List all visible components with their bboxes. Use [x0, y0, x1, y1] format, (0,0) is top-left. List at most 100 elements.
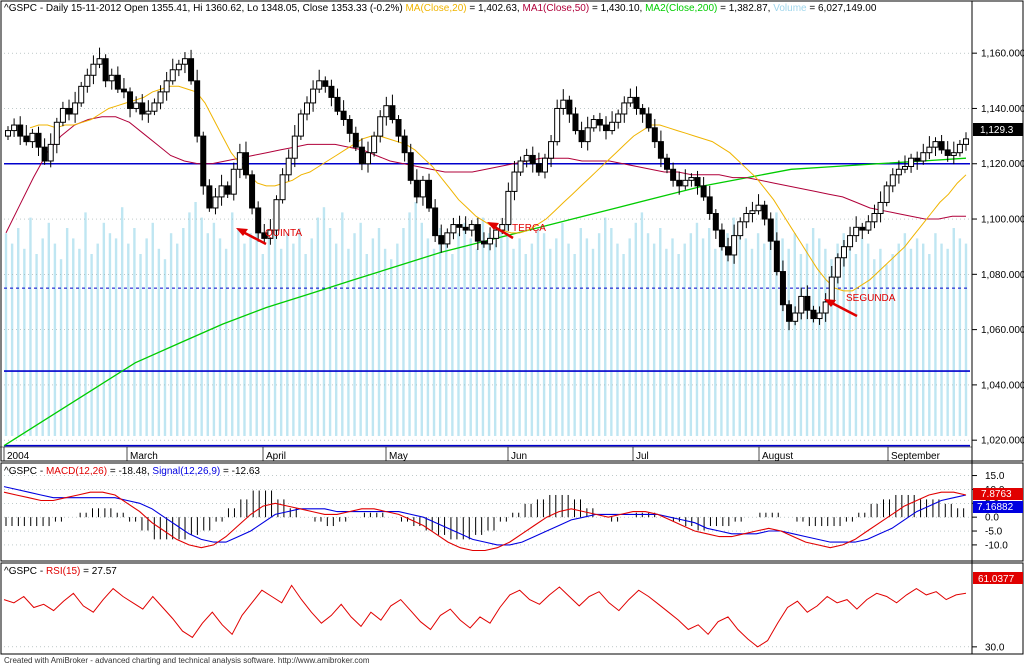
date-axis: 2004 March April May Jun Jul August September — [0, 446, 972, 462]
volume-bar — [249, 233, 252, 436]
candle-body — [712, 213, 719, 231]
volume-bar — [169, 233, 173, 436]
volume-bar — [4, 233, 8, 436]
candle-body — [438, 235, 445, 245]
volume-bar — [842, 233, 845, 436]
price-tick-label: 1,060.000 — [981, 325, 1024, 336]
volume-bar — [206, 233, 209, 436]
volume-bar — [120, 207, 124, 436]
rsi-header: ^GSPC - RSI(15) = 27.57 — [4, 566, 117, 577]
volume-bar — [316, 217, 320, 436]
candle-body — [908, 157, 915, 168]
candle-body — [181, 58, 188, 65]
volume-bar — [298, 228, 301, 436]
candle-body — [816, 312, 823, 320]
price-tick-label: 1,120.000 — [981, 159, 1024, 170]
macd-tag: 7.8763 — [981, 489, 1012, 500]
candle-body — [883, 185, 890, 203]
candle-body — [78, 85, 85, 104]
annotation-quinta: QUINTA — [236, 228, 302, 246]
candle-body — [676, 179, 683, 187]
candle-body — [84, 74, 91, 87]
macd-tick-label: 15.0 — [985, 471, 1005, 482]
candle-body — [145, 110, 152, 115]
candle-body — [956, 143, 963, 154]
candle-body — [602, 124, 609, 132]
label-terca: TERÇA — [512, 223, 546, 234]
price-axis: 1,020.000 1,040.000 1,060.000 1,080.000 1,10… — [972, 49, 1024, 447]
arrow-head-quinta — [236, 228, 248, 236]
volume-bar — [818, 238, 821, 436]
candle-body — [17, 124, 24, 137]
candle-body — [621, 102, 628, 115]
candle-body — [596, 119, 603, 126]
label-quinta: QUINTA — [265, 228, 302, 239]
candle-body — [615, 113, 622, 123]
volume-bar — [634, 222, 638, 436]
candle-body — [218, 185, 225, 198]
candle-body — [371, 135, 378, 154]
candle-body — [53, 121, 60, 145]
volume-bar — [286, 233, 289, 436]
volume-bar — [787, 248, 790, 436]
volume-bar — [35, 254, 38, 436]
macd-histogram — [5, 490, 965, 540]
volume-bar — [701, 238, 705, 436]
candle-body — [285, 157, 292, 176]
candle-body — [822, 301, 829, 314]
candle-body — [157, 91, 164, 104]
candle-body — [114, 74, 121, 90]
arrow-head-terca — [487, 222, 499, 230]
volume-bar — [481, 217, 485, 436]
candle-body — [120, 88, 127, 93]
candle-body — [737, 221, 744, 237]
candle-body — [352, 132, 359, 148]
candle-body — [133, 102, 140, 109]
candle-body — [230, 168, 237, 195]
candle-body — [5, 130, 11, 137]
candle-body — [493, 229, 500, 239]
date-label: 2004 — [7, 451, 30, 462]
candle-body — [487, 237, 494, 245]
volume-bar — [909, 248, 913, 436]
volume-bar — [445, 243, 448, 436]
volume-bar — [934, 233, 937, 436]
volume-bar — [628, 238, 631, 436]
volume-bar — [53, 243, 57, 436]
macd-tag-bg — [973, 488, 1023, 500]
candle-body — [731, 235, 738, 256]
date-label: April — [266, 451, 286, 462]
volume-bar — [769, 222, 772, 436]
candle-body — [535, 163, 542, 173]
last-price-tag-bg — [973, 123, 1023, 136]
volume-bar — [493, 243, 497, 436]
volume-bar — [383, 248, 387, 436]
volume-bar — [231, 212, 234, 436]
volume-bar — [475, 248, 479, 436]
volume-bar — [17, 228, 20, 436]
volume-bar — [585, 238, 589, 436]
candle-body — [627, 96, 634, 104]
horizontal-levels — [4, 162, 970, 447]
date-label: August — [762, 451, 793, 462]
volume-bar — [334, 243, 338, 436]
candle-body — [29, 132, 36, 143]
candle-body — [462, 226, 469, 231]
candle-body — [847, 235, 854, 248]
volume-bar — [665, 248, 668, 436]
candle-body — [779, 271, 786, 306]
volume-bar — [756, 233, 760, 436]
volume-bar — [591, 248, 595, 436]
candle-body — [346, 119, 353, 134]
volume-bar — [322, 207, 326, 436]
volume-bar — [836, 243, 839, 436]
volume-bar — [96, 243, 99, 436]
candle-body — [963, 138, 969, 145]
volume-bar — [194, 202, 197, 436]
volume-bar — [243, 243, 246, 436]
candle-body — [725, 246, 732, 256]
candle-body — [200, 135, 207, 187]
candle-body — [572, 113, 579, 132]
volume-bar — [652, 243, 656, 436]
volume-bar — [542, 233, 546, 436]
